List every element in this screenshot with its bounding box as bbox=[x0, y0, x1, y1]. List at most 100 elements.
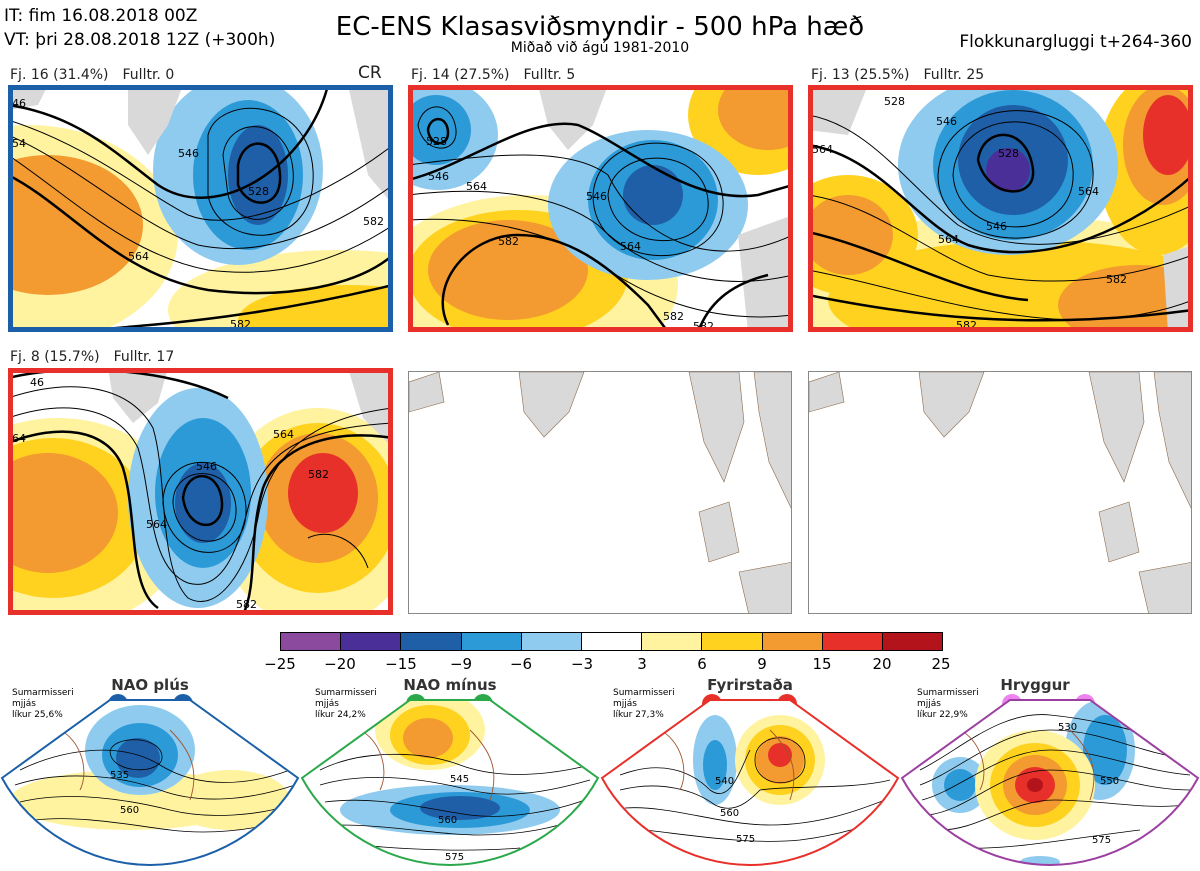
colorbar-swatch bbox=[642, 633, 703, 650]
cluster-2-contour-label-4: 546 bbox=[586, 190, 607, 203]
regime-4-likelihood: líkur 22,9% bbox=[917, 710, 968, 720]
regime-4-contour-label-2: 550 bbox=[1100, 776, 1119, 787]
regime-2-contour-label-3: 575 bbox=[445, 852, 464, 863]
cluster-2-contour-label-7: 582 bbox=[663, 310, 684, 323]
cluster-3-map: 528 546 528 564 546 564 564 582 582 bbox=[808, 85, 1193, 332]
page-title: EC-ENS Klasasviðsmyndir - 500 hPa hæð bbox=[335, 12, 865, 42]
cluster-1-tag: CR bbox=[358, 63, 382, 83]
colorbar-tick: 6 bbox=[697, 655, 707, 673]
cluster-2-map: 528 546 564 546 564 582 582 582 bbox=[408, 85, 793, 332]
cluster-3-contour-label-6: 564 bbox=[1078, 185, 1099, 198]
regime-2-title: NAO mínus bbox=[403, 676, 497, 694]
cluster-1-contour-label-2: 54 bbox=[12, 137, 26, 150]
cluster-4-contour-label-6: 582 bbox=[308, 468, 329, 481]
regime-1-map: 535 560 bbox=[0, 699, 300, 867]
regime-4-season: Sumarmisseri bbox=[917, 688, 979, 698]
regime-1-period: mjjás bbox=[12, 699, 36, 709]
classification-window: Flokkunargluggi t+264-360 bbox=[959, 32, 1192, 52]
empty-map-1 bbox=[408, 371, 792, 614]
regime-1-likelihood: líkur 25,6% bbox=[12, 710, 63, 720]
colorbar-tick: −20 bbox=[324, 655, 356, 673]
colorbar-swatch bbox=[762, 633, 823, 650]
regime-3-contour-label-3: 575 bbox=[736, 834, 755, 845]
colorbar-swatch bbox=[581, 633, 643, 650]
cluster-4-contour-label-5: 564 bbox=[273, 428, 294, 441]
colorbar-tick: −25 bbox=[264, 655, 296, 673]
cluster-2-caption: Fj. 14 (27.5%) Fulltr. 5 bbox=[411, 67, 575, 83]
valid-time: VT: þri 28.08.2018 12Z (+300h) bbox=[4, 30, 276, 50]
page-subtitle: Miðað við ágú 1981-2010 bbox=[510, 40, 690, 56]
regime-4-title: Hryggur bbox=[1000, 676, 1070, 694]
colorbar bbox=[280, 632, 943, 651]
cluster-1-map: 46 54 546 528 564 582 582 bbox=[8, 85, 393, 332]
cluster-3-contour-label-1: 528 bbox=[884, 95, 905, 108]
cluster-1-caption: Fj. 16 (31.4%) Fulltr. 0 bbox=[10, 67, 174, 83]
cluster-3-contour-label-7: 564 bbox=[938, 233, 959, 246]
cluster-4-map: 46 64 546 564 564 582 582 bbox=[8, 368, 393, 615]
colorbar-swatch bbox=[401, 633, 462, 650]
cluster-4-contour-label-3: 546 bbox=[196, 460, 217, 473]
colorbar-tick: 25 bbox=[931, 655, 951, 673]
regime-1-contour-label-1: 535 bbox=[110, 770, 129, 781]
cluster-1-contour-label-4: 528 bbox=[248, 185, 269, 198]
regime-2-period: mjjás bbox=[315, 699, 339, 709]
regime-3-likelihood: líkur 27,3% bbox=[613, 710, 664, 720]
cluster-4-contour-label-2: 64 bbox=[12, 432, 26, 445]
cluster-3-contour-label-9: 582 bbox=[956, 319, 977, 332]
cluster-2-contour-label-5: 564 bbox=[620, 240, 641, 253]
cluster-4-representative: Fulltr. 17 bbox=[113, 349, 175, 365]
colorbar-swatch bbox=[461, 633, 522, 650]
colorbar-swatch bbox=[702, 633, 763, 650]
regime-3-contour-label-1: 540 bbox=[715, 776, 734, 787]
cluster-1-contour-label-5: 564 bbox=[128, 250, 149, 263]
cluster-4-contour-label-4: 564 bbox=[146, 518, 167, 531]
regime-4-contour-label-1: 530 bbox=[1058, 722, 1077, 733]
regime-1-season: Sumarmisseri bbox=[12, 688, 74, 698]
cluster-3-representative: Fulltr. 25 bbox=[923, 67, 985, 83]
regime-3-contour-label-2: 560 bbox=[720, 808, 739, 819]
regime-1-contour-label-2: 560 bbox=[120, 805, 139, 816]
cluster-2-representative: Fulltr. 5 bbox=[523, 67, 576, 83]
regime-2-contour-label-2: 560 bbox=[438, 815, 457, 826]
regime-3-meta: Sumarmisseri mjjás líkur 27,3% bbox=[613, 688, 675, 721]
regime-1-meta: Sumarmisseri mjjás líkur 25,6% bbox=[12, 688, 74, 721]
regime-2-season: Sumarmisseri bbox=[315, 688, 377, 698]
regime-2-contour-label-1: 545 bbox=[450, 774, 469, 785]
colorbar-tick: 15 bbox=[812, 655, 832, 673]
cluster-2-contour-label-3: 564 bbox=[466, 180, 487, 193]
colorbar-swatch bbox=[882, 633, 943, 650]
cluster-2-contour-label-8: 582 bbox=[693, 320, 714, 332]
colorbar-tick: −9 bbox=[449, 655, 473, 673]
cluster-1-contour-label-1: 46 bbox=[12, 97, 26, 110]
colorbar-tick: 3 bbox=[637, 655, 647, 673]
cluster-1-representative: Fulltr. 0 bbox=[122, 67, 175, 83]
colorbar-swatch bbox=[281, 633, 342, 650]
colorbar-tick: 20 bbox=[872, 655, 892, 673]
initial-time: IT: fim 16.08.2018 00Z bbox=[4, 6, 198, 26]
cluster-4-contour-label-1: 46 bbox=[30, 376, 44, 389]
cluster-2-label: Fj. 14 (27.5%) bbox=[411, 67, 510, 83]
cluster-2-contour-label-2: 546 bbox=[428, 170, 449, 183]
colorbar-tick: −15 bbox=[385, 655, 417, 673]
regime-4-period: mjjás bbox=[917, 699, 941, 709]
empty-map-2 bbox=[808, 371, 1192, 614]
colorbar-swatch bbox=[822, 633, 883, 650]
cluster-3-contour-label-4: 564 bbox=[812, 143, 833, 156]
cluster-2-contour-label-6: 582 bbox=[498, 235, 519, 248]
cluster-3-contour-label-2: 546 bbox=[936, 115, 957, 128]
cluster-1-contour-label-3: 546 bbox=[178, 147, 199, 160]
colorbar-swatch bbox=[341, 633, 402, 650]
cluster-3-contour-label-3: 528 bbox=[998, 147, 1019, 160]
regime-3-title: Fyrirstaða bbox=[707, 676, 793, 694]
regime-4-contour-label-3: 575 bbox=[1092, 835, 1111, 846]
cluster-2-contour-label-1: 528 bbox=[426, 135, 447, 148]
cluster-3-contour-label-5: 546 bbox=[986, 220, 1007, 233]
colorbar-tick: −6 bbox=[509, 655, 533, 673]
regime-3-map: 540 560 575 bbox=[600, 699, 900, 867]
regime-4-meta: Sumarmisseri mjjás líkur 22,9% bbox=[917, 688, 979, 721]
regime-2-likelihood: líkur 24,2% bbox=[315, 710, 366, 720]
cluster-1-contour-label-7: 582 bbox=[230, 318, 251, 331]
colorbar-swatch bbox=[521, 633, 582, 650]
regime-3-season: Sumarmisseri bbox=[613, 688, 675, 698]
cluster-1-contour-label-6: 582 bbox=[363, 215, 384, 228]
